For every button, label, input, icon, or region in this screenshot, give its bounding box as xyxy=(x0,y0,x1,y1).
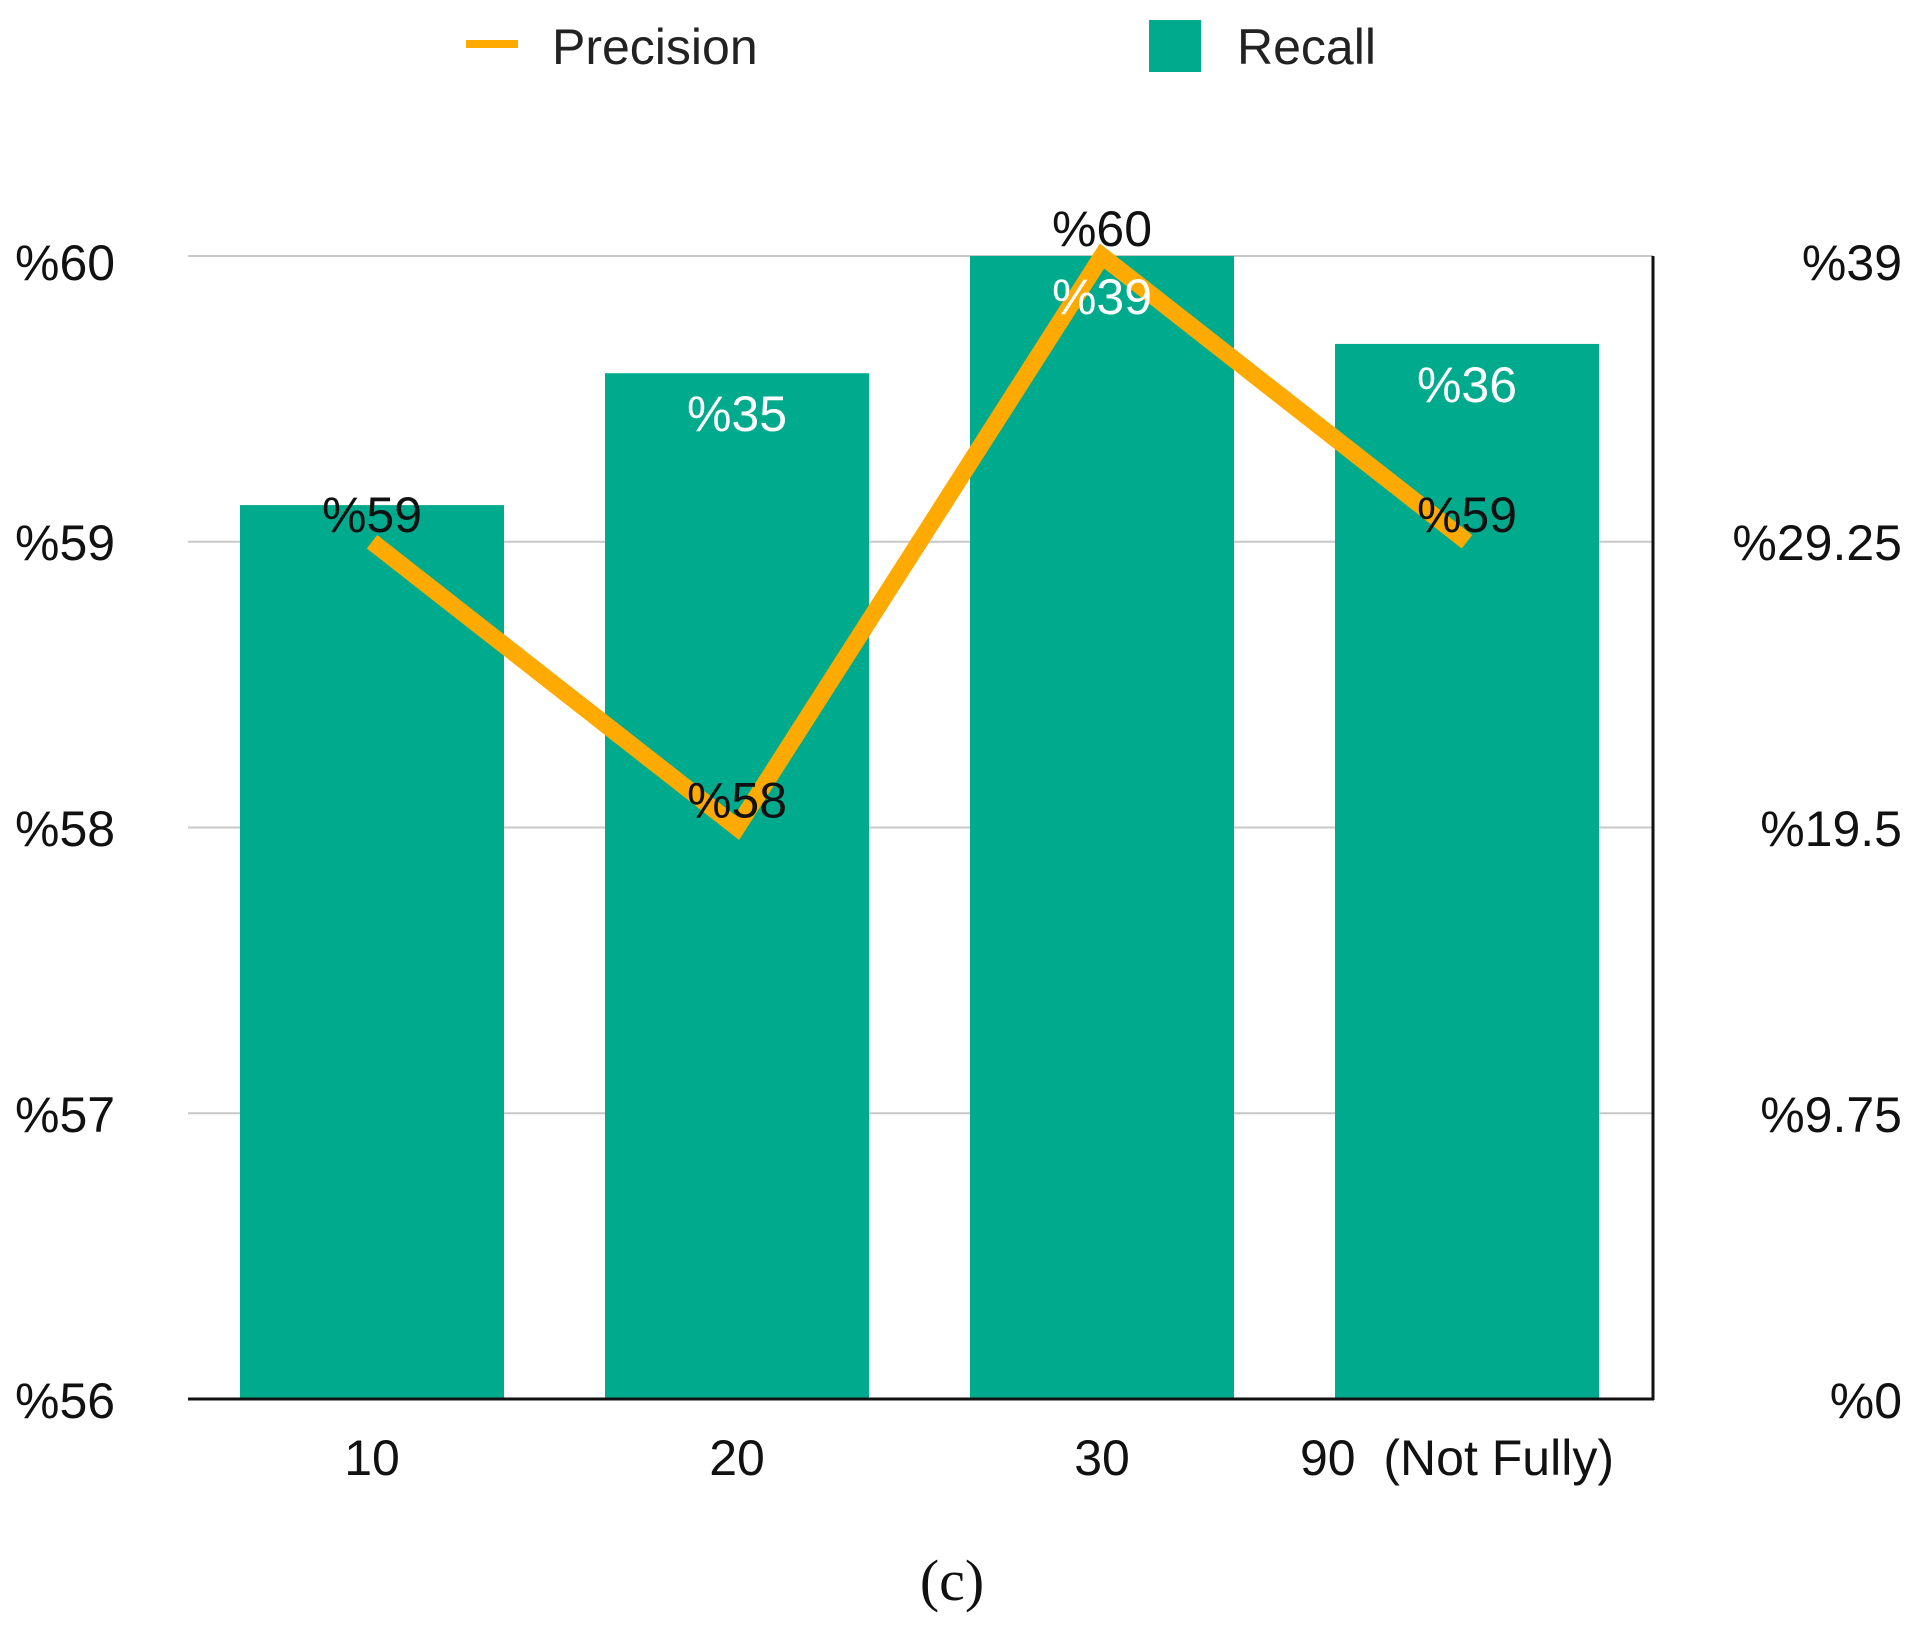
left-tick-label: %59 xyxy=(15,515,115,571)
x-tick-label: 20 xyxy=(709,1430,765,1486)
left-tick-label: %60 xyxy=(15,235,115,291)
recall-data-label: %39 xyxy=(1052,269,1152,325)
left-tick-label: %58 xyxy=(15,801,115,857)
recall-bar xyxy=(1335,343,1599,1399)
legend-recall-swatch xyxy=(1149,20,1201,72)
right-tick-label: %29.25 xyxy=(1732,515,1902,571)
figure-caption: (c) xyxy=(920,1548,984,1613)
right-tick-label: %39 xyxy=(1802,235,1902,291)
right-axis-ticks: %39 %29.25 %19.5 %9.75 %0 xyxy=(1732,235,1902,1429)
data-labels: %35 %39 %36 %59 %58 %60 %59 xyxy=(322,201,1517,829)
precision-data-label: %59 xyxy=(1417,487,1517,543)
recall-bar xyxy=(970,256,1234,1399)
left-tick-label: %56 xyxy=(15,1373,115,1429)
x-tick-label: 30 xyxy=(1074,1430,1130,1486)
x-tick-label: 10 xyxy=(344,1430,400,1486)
legend-recall-label: Recall xyxy=(1237,19,1376,75)
precision-line xyxy=(366,243,1473,840)
right-tick-label: %19.5 xyxy=(1760,801,1902,857)
legend-precision-label: Precision xyxy=(552,19,758,75)
precision-data-label: %60 xyxy=(1052,201,1152,257)
left-tick-label: %57 xyxy=(15,1087,115,1143)
recall-data-label: %36 xyxy=(1417,357,1517,413)
recall-bars xyxy=(240,256,1599,1400)
right-tick-label: %0 xyxy=(1830,1373,1902,1429)
x-axis-ticks: 10 20 30 90 (Not Fully) xyxy=(344,1430,1614,1486)
legend: Precision Recall xyxy=(466,19,1376,75)
recall-data-label: %35 xyxy=(687,386,787,442)
legend-precision-swatch xyxy=(466,40,518,48)
recall-bar xyxy=(240,505,504,1400)
precision-data-label: %59 xyxy=(322,487,422,543)
recall-bar xyxy=(605,373,869,1400)
left-axis-ticks: %60 %59 %58 %57 %56 xyxy=(15,235,115,1429)
right-tick-label: %9.75 xyxy=(1760,1087,1902,1143)
precision-data-label: %58 xyxy=(687,773,787,829)
x-tick-label: 90 (Not Fully) xyxy=(1300,1430,1614,1486)
